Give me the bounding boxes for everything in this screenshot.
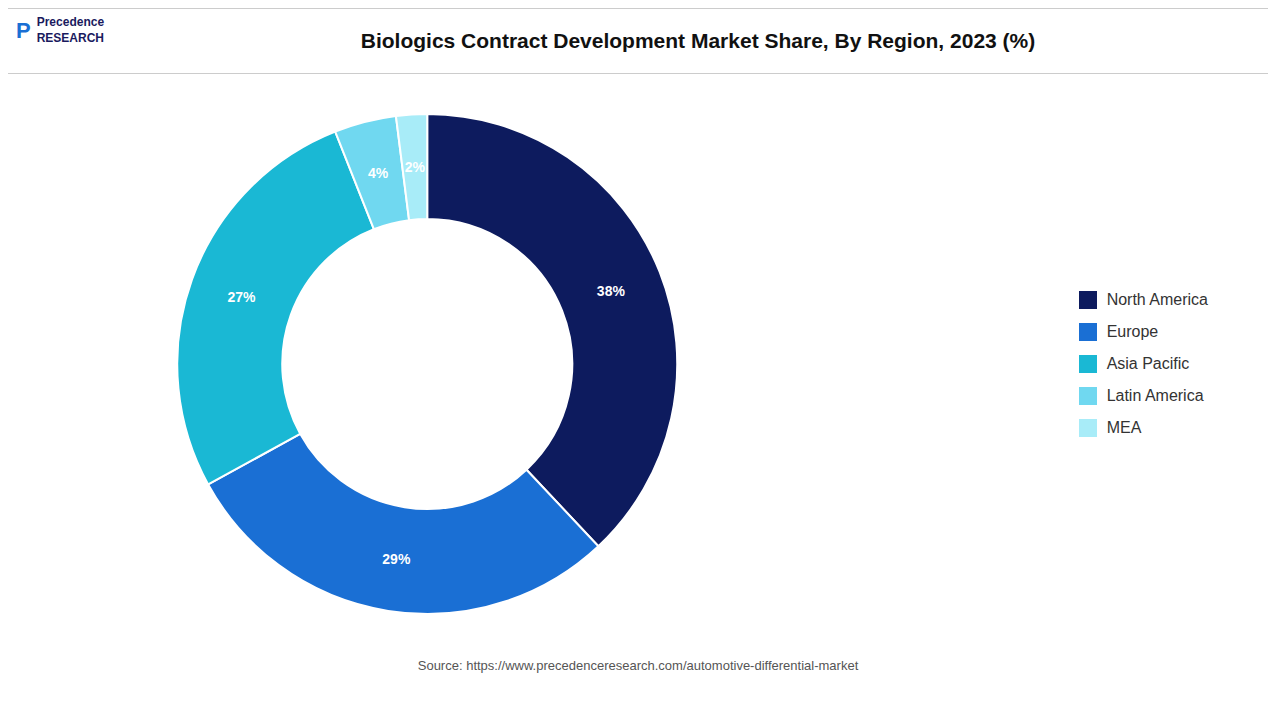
html-text:Source: https://www.precedence: Source: https://www.precedenceresearch.c… bbox=[417, 658, 859, 673]
html-text:Asia Pacific: Asia Pacific bbox=[1106, 355, 1190, 372]
html-text:Europe: Europe bbox=[1106, 323, 1159, 340]
html-text:Latin America: Latin America bbox=[1106, 387, 1204, 404]
svg-text:29%: 29% bbox=[382, 551, 411, 567]
svg-text:38%: 38% bbox=[597, 283, 626, 299]
svg-text:27%: 27% bbox=[227, 289, 256, 305]
html-text:Biologics Contract Development: Biologics Contract Development Market Sh… bbox=[360, 29, 1036, 52]
html-text:North America: North America bbox=[1106, 291, 1208, 308]
html-text:P Precedence RESEARCH: P Precedence RESEARCH bbox=[16, 15, 105, 45]
html-text:MEA: MEA bbox=[1106, 419, 1142, 436]
svg-text:4%: 4% bbox=[368, 165, 389, 181]
svg-text:2%: 2% bbox=[405, 159, 426, 175]
